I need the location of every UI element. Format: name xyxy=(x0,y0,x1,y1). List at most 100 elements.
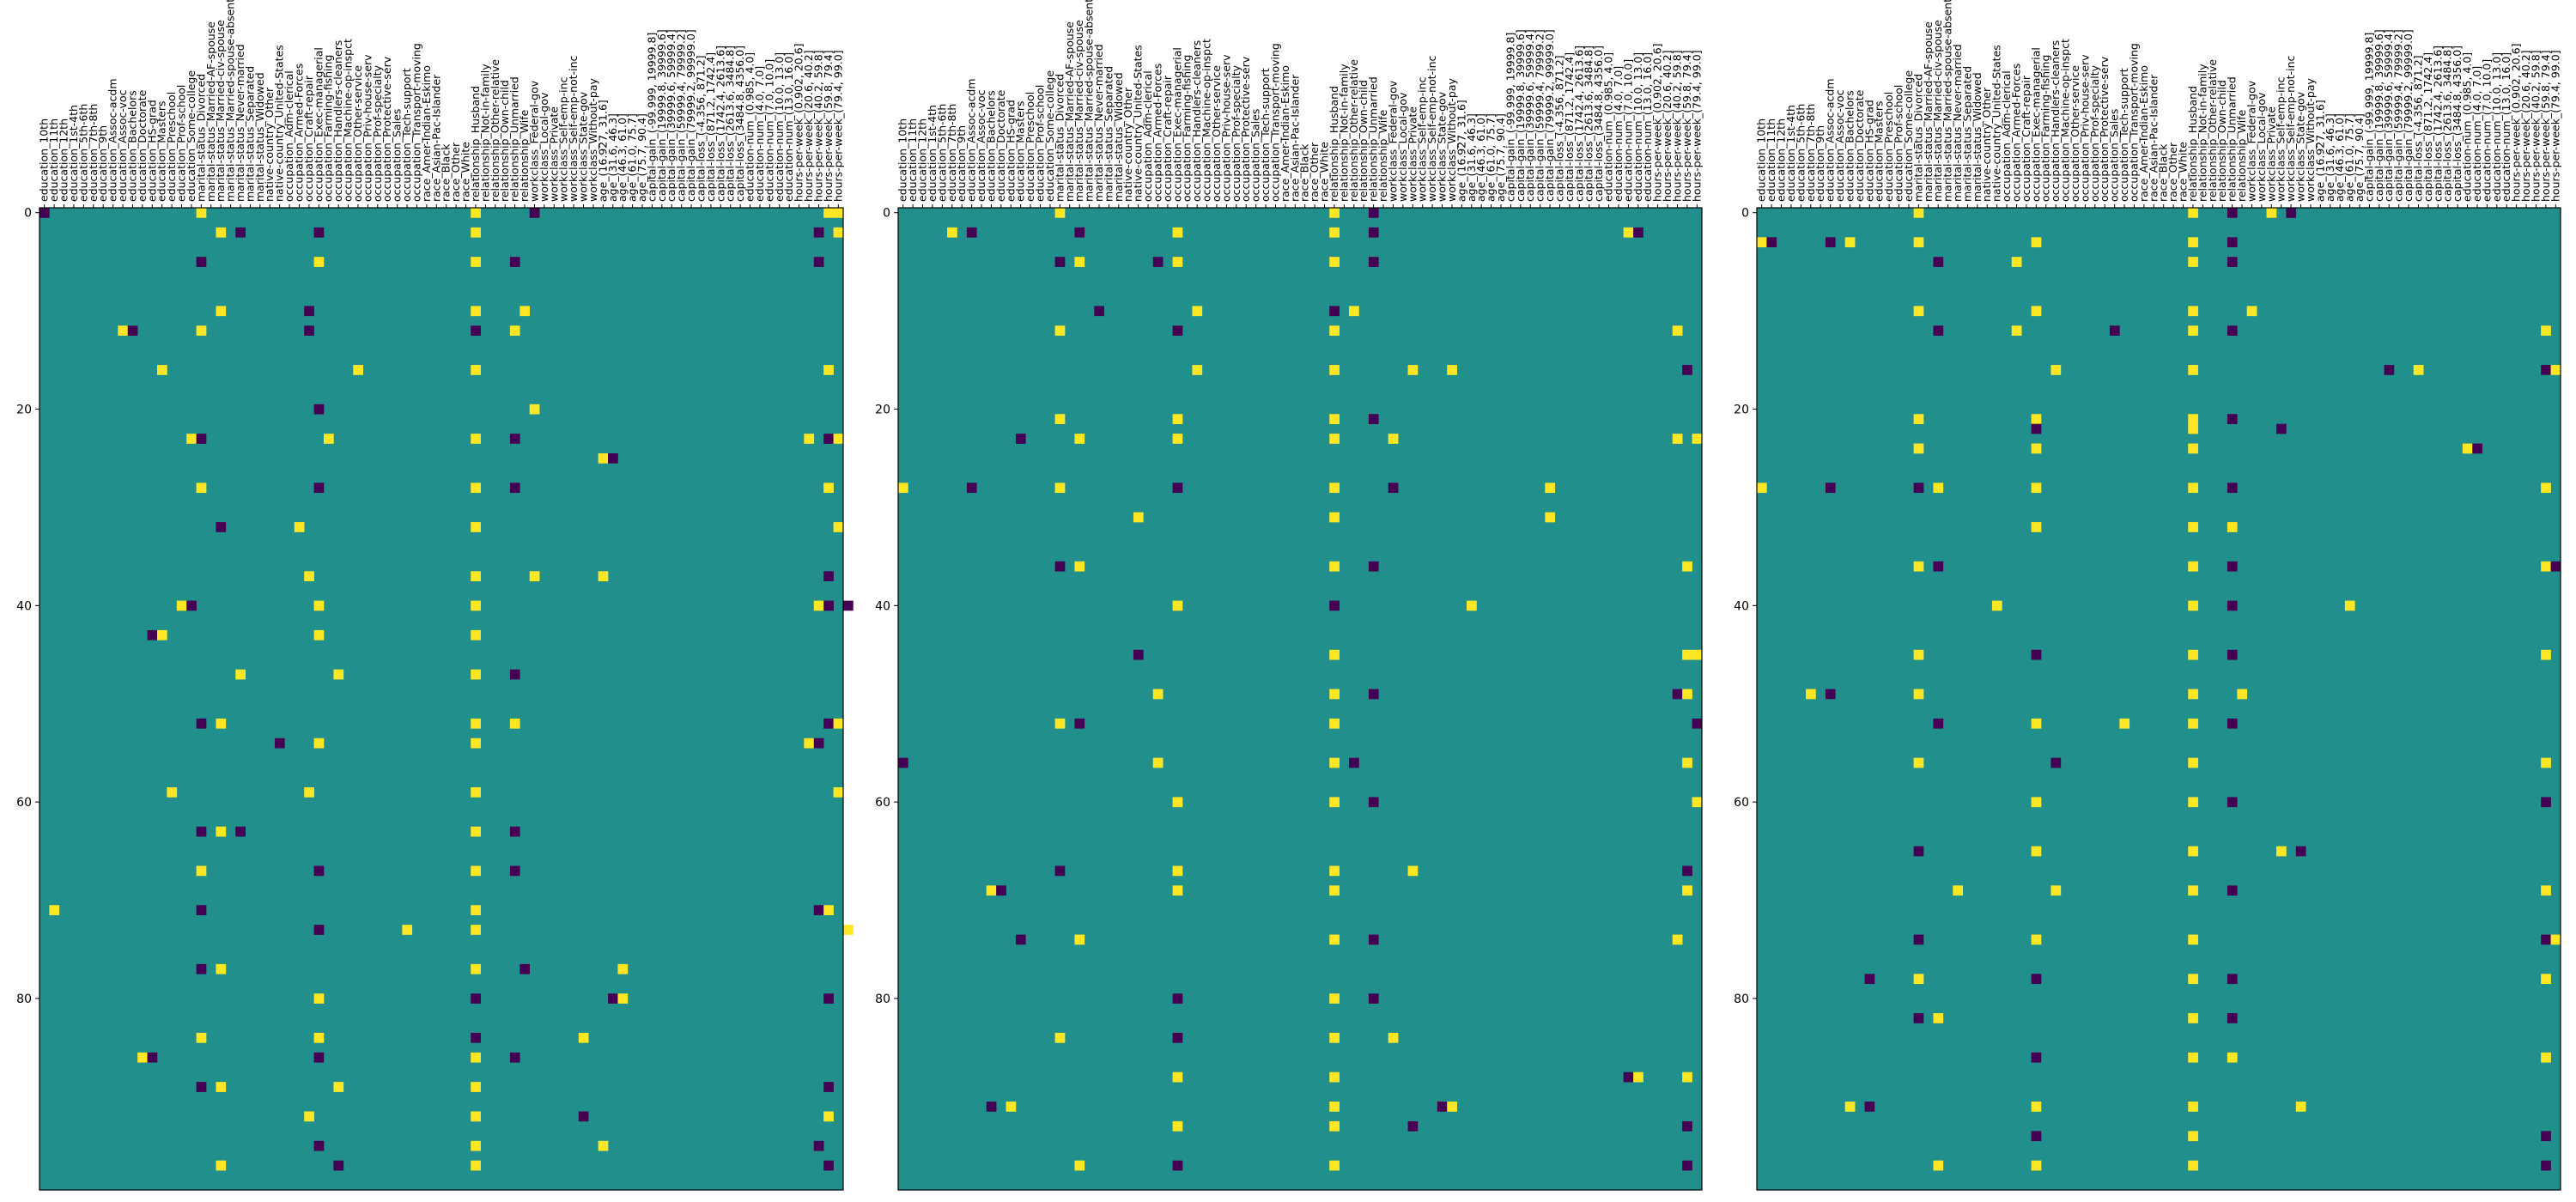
heatmap-cell xyxy=(1329,208,1340,218)
heatmap-cell xyxy=(2188,208,2198,218)
heatmap-cell xyxy=(813,1140,824,1151)
heatmap-cell xyxy=(1005,1102,1017,1112)
x-tick-label: capital-gain_(19999.8, 39999.6] xyxy=(655,29,668,202)
x-tick-label: race_Amer-Indian-Eskimo xyxy=(420,65,433,202)
heatmap-cell xyxy=(2227,1013,2238,1023)
heatmap-cell xyxy=(471,963,481,974)
heatmap-cell xyxy=(1437,1102,1448,1112)
heatmap-cell xyxy=(2188,1052,2198,1063)
heatmap-cell xyxy=(1682,1071,1692,1083)
x-tick-label: education_9th xyxy=(955,125,968,202)
heatmap-cell xyxy=(471,718,481,729)
heatmap-cell xyxy=(1825,689,1836,700)
heatmap-cell xyxy=(1329,865,1340,877)
x-tick-label: education_Prof-school xyxy=(175,85,188,202)
x-tick-label: capital-gain_(39999.6, 59999.4] xyxy=(2382,29,2395,202)
y-tick-label: 80 xyxy=(16,993,32,1006)
x-tick-label: age_(31.6, 46.3] xyxy=(2324,113,2336,202)
heatmap-cell xyxy=(1933,257,1944,267)
heatmap-cell xyxy=(1672,434,1683,444)
heatmap-cell xyxy=(196,434,207,444)
x-tick-label: capital-loss_(2613.6, 3484.8] xyxy=(724,46,737,202)
x-tick-label: workclass_Self-emp-inc xyxy=(557,76,570,202)
heatmap-cell xyxy=(519,963,531,974)
heatmap-cell xyxy=(216,826,227,837)
x-tick-label: occupation_Exec-managerial xyxy=(312,47,325,202)
heatmap-cell xyxy=(2188,885,2198,896)
heatmap-cell xyxy=(353,365,363,375)
heatmap-cell xyxy=(2188,718,2198,729)
x-tick-label: relationship_Other-relative xyxy=(1347,59,1360,202)
heatmap-cell xyxy=(598,571,609,582)
heatmap-cell xyxy=(471,1111,481,1122)
y-tick-label: 40 xyxy=(875,599,890,613)
x-tick-label: education_Doctorate xyxy=(1853,89,1866,202)
x-tick-label: workclass_Self-emp-inc xyxy=(1416,76,1429,202)
x-tick-label: marital-status_Separated xyxy=(1102,66,1115,202)
x-tick-label: relationship_Husband xyxy=(1327,86,1340,202)
heatmap-cell xyxy=(898,757,908,768)
heatmap-cell xyxy=(2031,522,2042,532)
heatmap-cell xyxy=(1368,561,1379,572)
heatmap-cell xyxy=(2050,885,2062,896)
x-tick-label: capital-gain_(79999.2, 99999.0] xyxy=(684,29,697,202)
x-tick-label: education_11th xyxy=(1765,118,1777,202)
heatmap-cell xyxy=(1172,325,1183,337)
heatmap-cell xyxy=(2413,365,2424,375)
heatmap-cell xyxy=(2031,1131,2042,1142)
x-tick-label: capital-gain_(39999.6, 59999.4] xyxy=(1523,29,1536,202)
x-tick-label: education_12th xyxy=(1775,118,1788,202)
x-tick-label: capital-loss_(1742.4, 2613.6] xyxy=(714,46,726,202)
heatmap-cell xyxy=(1913,1013,1924,1023)
x-tick-label: occupation_Sales xyxy=(1249,109,1262,202)
x-tick-label: capital-gain_(-99.999, 19999.8] xyxy=(645,33,658,202)
heatmap-cell xyxy=(1692,797,1703,808)
heatmap-cell xyxy=(1172,993,1183,1004)
heatmap-cell xyxy=(1172,414,1183,424)
heatmap-cell xyxy=(2227,522,2238,532)
heatmap-cell xyxy=(1933,718,1944,729)
heatmap-cell xyxy=(823,483,834,494)
heatmap-cell xyxy=(196,208,207,218)
heatmap-cell xyxy=(2188,257,2198,267)
heatmap-cell xyxy=(2227,257,2238,267)
x-tick-label: workclass_Self-emp-not-inc xyxy=(567,55,580,202)
x-tick-label: relationship_Unmarried xyxy=(508,76,521,202)
heatmap-cell xyxy=(333,1082,344,1092)
x-tick-label: education_5th-6th xyxy=(935,104,948,202)
heatmap-cell xyxy=(1368,227,1379,238)
heatmap-cell xyxy=(313,227,325,238)
heatmap-cell xyxy=(2227,1052,2238,1063)
heatmap-cell xyxy=(2541,885,2551,896)
heatmap-cell xyxy=(2031,414,2042,424)
x-tick-label: relationship_Own-child xyxy=(1357,80,1370,202)
heatmap-cell xyxy=(1692,649,1703,660)
x-tick-label: education_Masters xyxy=(1014,101,1027,202)
x-tick-label: education-num_(0.985, 4.0] xyxy=(744,52,756,202)
x-tick-label: workclass_Without-pay xyxy=(1445,78,1458,202)
heatmap-cell xyxy=(2227,649,2238,660)
x-tick-label: age_(61.0, 75.7] xyxy=(2343,113,2356,202)
heatmap-cell xyxy=(2550,934,2561,945)
x-tick-label: age_(61.0, 75.7] xyxy=(1485,113,1498,202)
x-tick-label: hours-per-week_(40.2, 59.8] xyxy=(2529,50,2542,202)
heatmap-cell xyxy=(1368,208,1379,218)
heatmap-cell xyxy=(471,522,481,532)
x-tick-label: education_Preschool xyxy=(1882,92,1895,202)
heatmap-cell xyxy=(1407,1120,1419,1132)
x-tick-label: workclass_Federal-gov xyxy=(527,80,540,202)
heatmap-cell xyxy=(1172,227,1183,238)
x-tick-label: occupation_Exec-managerial xyxy=(2029,47,2042,202)
heatmap-cell xyxy=(471,365,481,375)
x-tick-label: capital-loss_(1742.4, 2613.6] xyxy=(2431,46,2444,202)
x-tick-label: occupation_Protective-serv xyxy=(1239,56,1252,202)
x-tick-label: occupation_Protective-serv xyxy=(380,56,393,202)
heatmap-cell xyxy=(1682,757,1692,768)
heatmap-cell xyxy=(156,365,167,375)
heatmap-cell xyxy=(2188,414,2198,424)
heatmap-cell xyxy=(813,905,824,915)
heatmap-cell xyxy=(2031,934,2042,945)
heatmap-cell xyxy=(509,669,520,680)
heatmap-cell xyxy=(1368,934,1379,945)
x-tick-label: education-num_(13.0, 16.0] xyxy=(1641,52,1654,202)
